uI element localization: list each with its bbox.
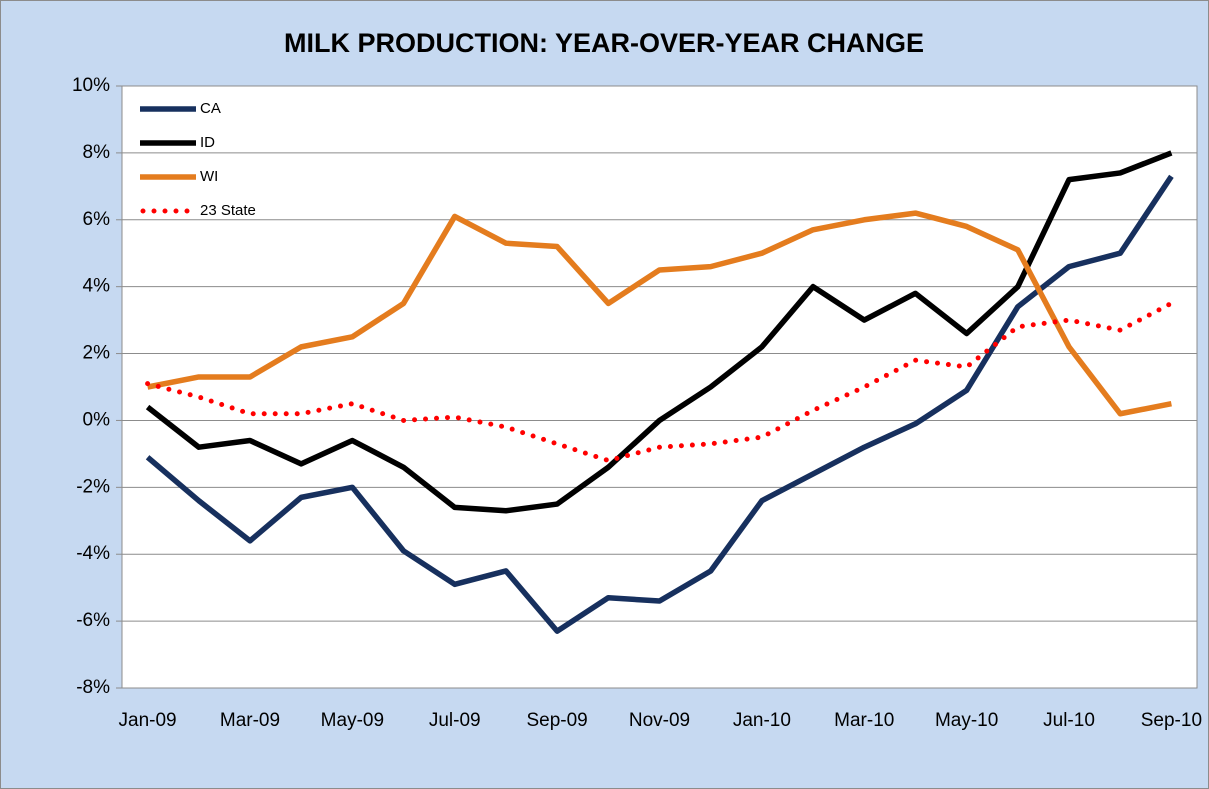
y-tick-label: 8% <box>83 142 111 163</box>
x-tick-label: May-09 <box>321 710 384 731</box>
y-tick-label: -6% <box>76 610 110 631</box>
y-tick-label: 2% <box>83 343 111 364</box>
y-tick-label: -2% <box>76 476 110 497</box>
series-line <box>145 174 1174 634</box>
y-tick-label: -8% <box>76 677 110 698</box>
x-tick-label: Jul-10 <box>1043 710 1095 731</box>
legend-label: CA <box>200 100 221 117</box>
legend-label: WI <box>200 168 218 185</box>
x-tick-label: Jul-09 <box>429 710 481 731</box>
legend-label: 23 State <box>200 202 256 219</box>
x-tick-label: May-10 <box>935 710 998 731</box>
x-tick-label: Mar-09 <box>220 710 280 731</box>
x-tick-label: Jan-10 <box>733 710 791 731</box>
plot-area <box>121 85 1198 689</box>
series-line <box>145 150 1173 514</box>
x-tick-label: Mar-10 <box>834 710 894 731</box>
series-line <box>145 300 1174 464</box>
y-tick-label: 6% <box>83 209 111 230</box>
x-tick-label: Nov-09 <box>629 710 690 731</box>
series-line <box>147 210 1172 417</box>
y-tick-label: -4% <box>76 543 110 564</box>
y-tick-label: 10% <box>72 75 110 96</box>
x-tick-label: Sep-10 <box>1141 710 1202 731</box>
x-tick-label: Jan-09 <box>119 710 177 731</box>
y-tick-label: 4% <box>83 276 111 297</box>
legend: CA ID WI 23 State <box>140 100 256 219</box>
y-tick-label: 0% <box>83 409 111 430</box>
chart-title: MILK PRODUCTION: YEAR-OVER-YEAR CHANGE <box>284 28 924 58</box>
x-tick-label: Sep-09 <box>526 710 587 731</box>
legend-label: ID <box>200 134 215 151</box>
